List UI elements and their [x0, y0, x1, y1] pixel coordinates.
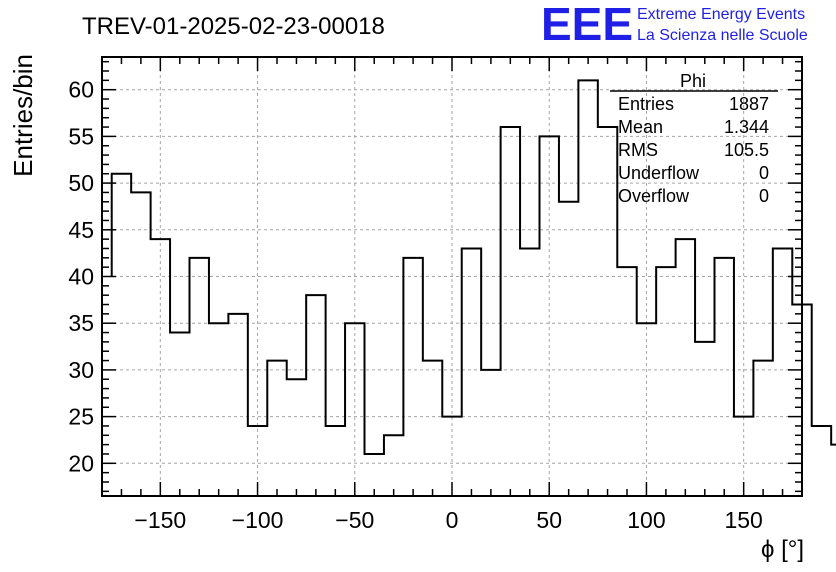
y-axis-label: Entries/bin [8, 54, 38, 177]
axis-ticks [102, 57, 802, 496]
x-tick-label: 50 [536, 507, 562, 533]
eee-logo-line1: Extreme Energy Events [637, 6, 805, 23]
y-tick-label: 25 [68, 404, 94, 430]
eee-logo-line2: La Scienza nelle Scuole [637, 27, 808, 44]
stats-row-value: 0 [759, 186, 769, 206]
stats-row-value: 0 [759, 163, 769, 183]
stats-row-label: Entries [618, 94, 674, 114]
y-tick-label: 35 [68, 310, 94, 336]
axis-tick-labels: −150 −100 −50 0 50 100 150 20 25 30 35 40 45 50 55 60 [68, 77, 762, 533]
histogram-series [110, 79, 836, 455]
stats-rows: Entries 1887 Mean 1.344 RMS 105.5 Underflow 0 Ov… [618, 94, 769, 206]
stats-row-value: 1887 [729, 94, 769, 114]
x-tick-label: 0 [446, 507, 459, 533]
x-tick-label: −50 [335, 507, 374, 533]
y-tick-label: 50 [68, 170, 94, 196]
stats-row-label: Mean [618, 117, 663, 137]
grid-lines [102, 57, 802, 496]
stats-row-label: Underflow [618, 163, 700, 183]
stats-row-value: 105.5 [724, 140, 769, 160]
chart-title: TREV-01-2025-02-23-00018 [82, 13, 385, 40]
y-tick-label: 20 [68, 450, 94, 476]
y-tick-label: 55 [68, 123, 94, 149]
eee-logo-mark: EEE [541, 0, 633, 50]
eee-logo: EEE Extreme Energy Events La Scienza nel… [541, 0, 808, 50]
stats-box: Phi Entries 1887 Mean 1.344 RMS 105.5 Underflo… [610, 71, 778, 206]
y-tick-label: 60 [68, 77, 94, 103]
stats-box-title: Phi [680, 71, 706, 91]
x-tick-label: −100 [232, 507, 284, 533]
x-axis-label: ϕ [°] [761, 536, 804, 563]
x-tick-label: 100 [627, 507, 665, 533]
y-tick-label: 40 [68, 264, 94, 290]
stats-row-value: 1.344 [724, 117, 769, 137]
x-tick-label: −150 [134, 507, 186, 533]
y-tick-label: 30 [68, 357, 94, 383]
y-tick-label: 45 [68, 217, 94, 243]
stats-row-label: Overflow [618, 186, 690, 206]
stats-row-label: RMS [618, 140, 658, 160]
x-tick-label: 150 [724, 507, 762, 533]
